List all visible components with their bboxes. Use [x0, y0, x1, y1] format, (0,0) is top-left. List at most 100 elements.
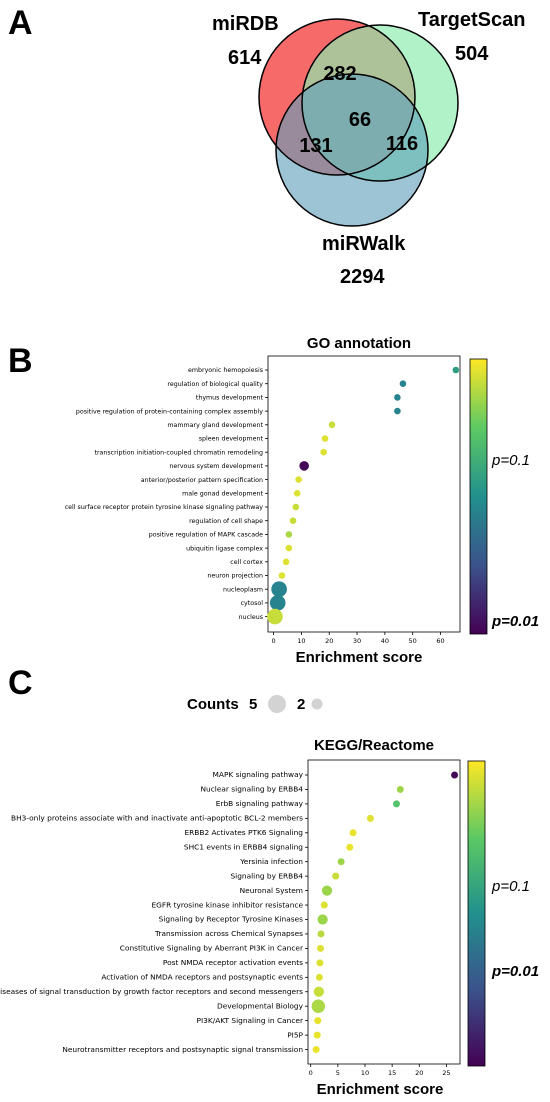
go-chart: GO annotation 0 10 20 30 40 50 60 embryonic he… [65, 335, 461, 666]
go-term-label: spleen development [199, 436, 264, 443]
venn-count-targetscan: 504 [455, 43, 489, 65]
kegg-x-axis-label: Enrichment score [317, 1081, 444, 1098]
venn-count-mirdb-mirwalk: 131 [299, 135, 332, 157]
go-term-label: mammary gland development [167, 422, 263, 429]
go-point [321, 435, 329, 442]
go-point [285, 544, 293, 552]
kegg-term-label: Signaling by Receptor Tyrosine Kinases [159, 915, 303, 924]
kegg-term-label: Signaling by ERBB4 [230, 871, 303, 880]
kegg-term-label: Neurotransmitter receptors and postsynap… [62, 1045, 303, 1054]
size-legend: Counts 5 2 [187, 695, 323, 713]
panel-letter-c: C [8, 664, 33, 702]
kegg-term-label: SHC1 events in ERBB4 signaling [184, 842, 303, 851]
kegg-term-label: Transmission across Chemical Synapses [154, 929, 303, 938]
go-x-tick-label: 30 [353, 637, 361, 645]
kegg-point [312, 1046, 320, 1054]
kegg-term-label: Constitutive Signaling by Aberrant PI3K … [120, 944, 304, 953]
kegg-colorbar-gradient [467, 760, 486, 1067]
go-point [394, 407, 401, 415]
kegg-colorbar-label-high: p=0.1 [491, 878, 530, 895]
go-point [267, 608, 283, 625]
go-term-label: positive regulation of MAPK cascade [149, 532, 263, 539]
go-point [293, 490, 301, 497]
go-term-label: transcription initiation-coupled chromat… [94, 449, 263, 456]
kegg-point [451, 771, 459, 779]
go-x-tick-label: 20 [325, 637, 333, 645]
venn-count-all-three: 66 [349, 109, 371, 131]
go-point [271, 581, 287, 597]
kegg-term-label: BH3-only proteins associate with and ina… [11, 814, 303, 823]
kegg-point [316, 959, 324, 967]
kegg-point [337, 858, 345, 866]
kegg-chart: KEGG/Reactome 0 5 10 15 20 25 MAPK signaling … [0, 737, 461, 1098]
go-term-label: thymus development [196, 395, 264, 402]
kegg-point [366, 814, 374, 822]
kegg-term-label: Activation of NMDA receptors and postsyn… [101, 973, 303, 982]
kegg-x-tick-label: 25 [442, 1069, 450, 1077]
size-legend-small-value: 2 [297, 696, 305, 713]
go-term-label: cell surface receptor protein tyrosine k… [65, 504, 264, 511]
go-term-label: nucleus [239, 614, 263, 621]
go-x-tick-label: 60 [436, 637, 444, 645]
go-point [269, 595, 286, 611]
venn-count-mirdb-targetscan: 282 [323, 63, 356, 85]
kegg-point [317, 930, 325, 938]
go-colorbar-label-high: p=0.1 [491, 452, 530, 469]
venn-count-mirwalk: 2294 [340, 266, 385, 288]
kegg-term-label: ErbB signaling pathway [216, 799, 304, 808]
go-term-label: male gonad development [182, 491, 263, 498]
kegg-colorbar-label-low: p=0.01 [491, 963, 539, 980]
size-legend-label: Counts [187, 696, 239, 713]
kegg-x-tick-label: 5 [336, 1069, 340, 1077]
go-x-tick-label: 10 [297, 637, 305, 645]
go-point [320, 448, 327, 456]
kegg-term-label: ERBB2 Activates PTK6 Signaling [185, 828, 304, 837]
panel-letter-a: A [8, 4, 33, 42]
kegg-point [313, 986, 324, 997]
go-colorbar: p=0.1 p=0.01 [469, 358, 539, 635]
venn-label-mirdb: miRDB [212, 13, 279, 35]
kegg-term-label: Developmental Biology [217, 1001, 304, 1010]
venn-count-mirdb: 614 [228, 47, 262, 69]
kegg-x-tick-label: 15 [388, 1069, 396, 1077]
go-term-label: embryonic hemopoiesis [188, 367, 263, 374]
go-term-label: neuron projection [207, 573, 263, 580]
kegg-x-tick-label: 0 [309, 1069, 313, 1077]
go-chart-title: GO annotation [307, 335, 411, 352]
venn-circle-mirwalk [276, 74, 428, 226]
size-legend-large-marker [268, 695, 286, 713]
go-colorbar-gradient [469, 358, 488, 635]
kegg-point [392, 800, 400, 808]
kegg-term-label: EGFR tyrosine kinase inhibitor resistanc… [151, 900, 303, 909]
kegg-term-label: Yersinia infection [239, 857, 303, 866]
go-term-label: regulation of cell shape [189, 518, 263, 525]
go-term-label: cytosol [241, 600, 264, 607]
go-term-label: anterior/posterior pattern specification [141, 477, 263, 484]
go-x-tick-label: 40 [381, 637, 389, 645]
kegg-term-label: PI5P [287, 1030, 303, 1039]
go-term-label: positive regulation of protein-containin… [76, 408, 263, 415]
venn-label-targetscan: TargetScan [418, 9, 525, 31]
kegg-point [349, 829, 357, 837]
go-plot-frame [267, 355, 461, 633]
kegg-point [332, 872, 340, 880]
go-point [285, 531, 293, 538]
venn-diagram: miRDB 614 TargetScan 504 miRWalk 2294 28… [212, 9, 525, 288]
go-point [328, 421, 336, 429]
kegg-point [316, 944, 324, 952]
go-point [278, 572, 286, 579]
kegg-term-label: Diseases of signal transduction by growt… [0, 987, 303, 996]
go-point [295, 476, 302, 483]
kegg-term-label: Post NMDA receptor activation events [163, 958, 303, 967]
go-point [452, 366, 460, 374]
kegg-point [313, 1031, 321, 1039]
kegg-point [320, 901, 328, 909]
go-term-label: ubiquitin ligase complex [186, 545, 263, 552]
kegg-term-label: Nuclear signaling by ERBB4 [201, 785, 304, 794]
go-point [299, 461, 309, 471]
venn-label-mirwalk: miRWalk [322, 233, 406, 255]
go-term-label: nucleoplasm [223, 586, 263, 593]
go-point [282, 558, 290, 566]
go-point [394, 394, 401, 401]
go-term-label: cell cortex [230, 559, 263, 566]
